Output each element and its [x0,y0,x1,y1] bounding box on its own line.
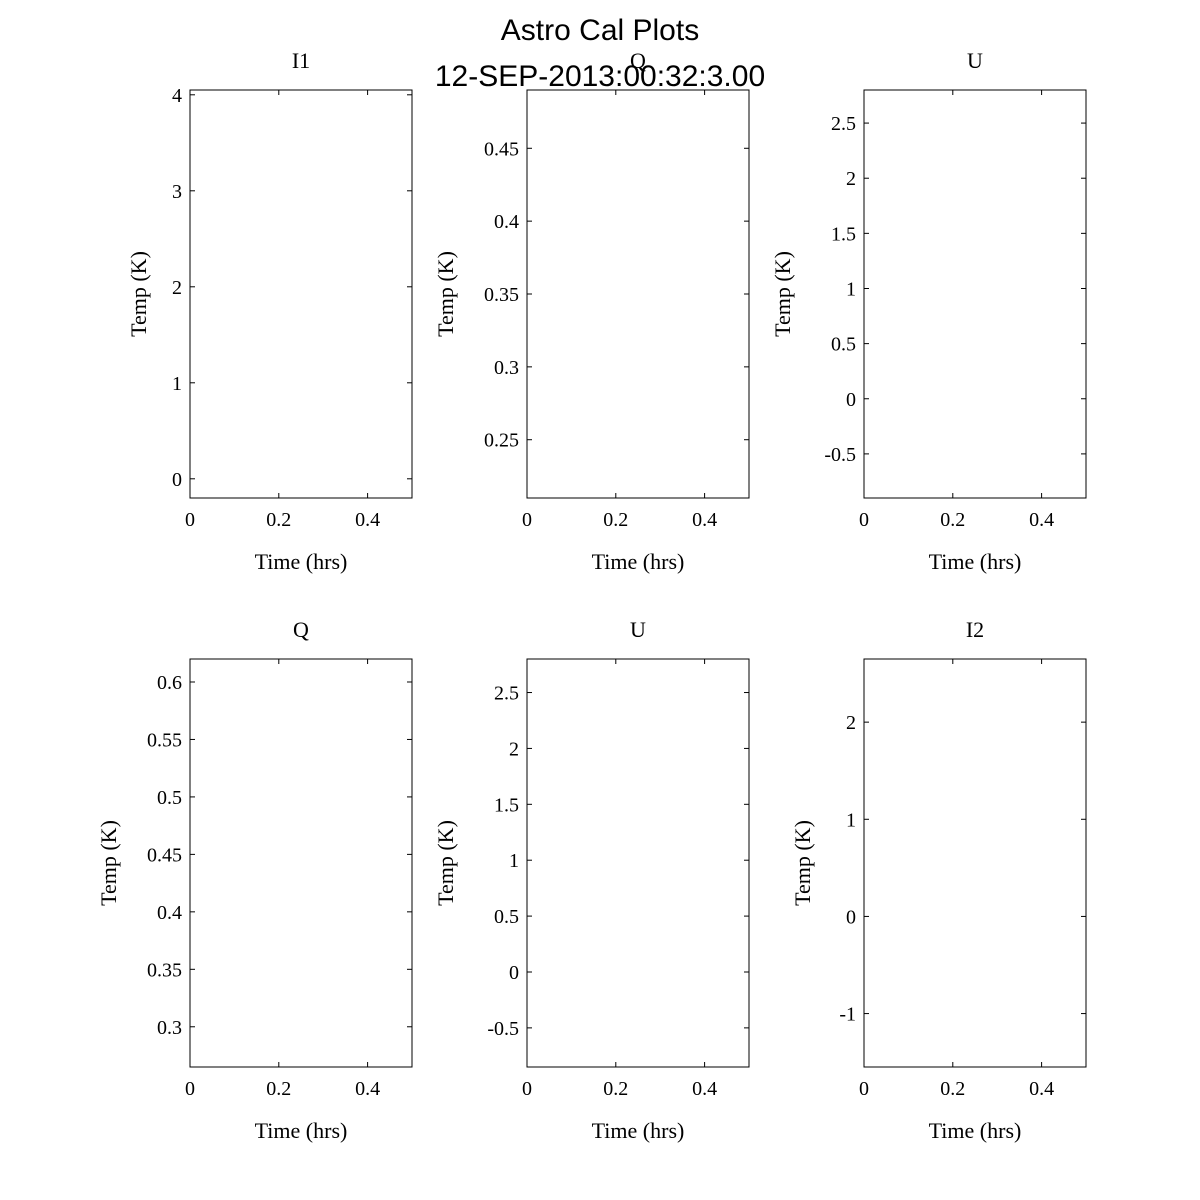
y-tick-label: 0.4 [494,211,519,233]
y-axis-label: Temp (K) [790,820,815,906]
x-tick-label: 0.4 [355,1078,380,1100]
y-tick-label: 2 [509,738,519,760]
y-tick-label: 0.25 [484,430,519,452]
y-tick-label: 0.35 [484,284,519,306]
subplot-title: Q [630,48,646,73]
y-axis-label: Temp (K) [96,820,121,906]
y-tick-label: 2.5 [494,683,519,705]
y-axis-label: Temp (K) [126,251,151,337]
axes-frame [189,658,413,1068]
y-tick-label: 0.55 [147,729,182,751]
x-tick-label: 0.2 [603,509,628,531]
y-axis-label: Temp (K) [433,251,458,337]
y-tick-label: 0.45 [484,138,519,160]
y-tick-label: 2 [172,277,182,299]
x-tick-label: 0 [185,1078,195,1100]
y-tick-label: 1.5 [831,223,856,245]
y-tick-label: -0.5 [824,444,856,466]
x-tick-label: 0.2 [266,1078,291,1100]
subplot-title: U [630,617,646,642]
x-tick-label: 0.4 [692,509,717,531]
axes-frame [526,658,750,1068]
x-tick-label: 0.2 [940,509,965,531]
x-axis-label: Time (hrs) [929,1118,1022,1143]
y-tick-label: 0.3 [494,357,519,379]
y-tick-label: 0 [846,389,856,411]
y-axis-label: Temp (K) [770,251,795,337]
y-tick-label: 1 [509,850,519,872]
x-axis-label: Time (hrs) [255,549,348,574]
y-tick-label: 3 [172,181,182,203]
x-tick-label: 0 [522,509,532,531]
x-tick-label: 0.4 [355,509,380,531]
y-tick-label: 1 [846,809,856,831]
axes-frame [189,89,413,499]
y-tick-label: 0.45 [147,844,182,866]
x-tick-label: 0.4 [1029,1078,1054,1100]
axes-frame [526,89,750,499]
x-tick-label: 0.4 [1029,509,1054,531]
y-tick-label: -1 [839,1004,856,1026]
y-axis-label: Temp (K) [433,820,458,906]
y-tick-label: 0.5 [494,906,519,928]
y-tick-label: 1.5 [494,794,519,816]
x-tick-label: 0 [859,509,869,531]
y-tick-label: 2.5 [831,113,856,135]
x-tick-label: 0 [859,1078,869,1100]
subplot-4: 0 0.2 0.4 0.3 0.35 0.4 0.45 0.5 0.55 0.6 Q Time (hr… [96,617,413,1143]
x-tick-label: 0.2 [266,509,291,531]
x-tick-label: 0.4 [692,1078,717,1100]
x-axis-label: Time (hrs) [592,1118,685,1143]
y-tick-label: 0.5 [831,334,856,356]
y-tick-label: 0 [509,962,519,984]
y-tick-label: 1 [846,278,856,300]
y-tick-label: 1 [172,373,182,395]
axes-frame [863,658,1087,1068]
subplot-title: I2 [966,617,984,642]
y-tick-label: 0.4 [157,902,182,924]
subplot-3: 0 0.2 0.4 -0.5 0 0.5 1 1.5 2 2.5 U Time (hrs) Temp (… [770,48,1087,574]
subplot-6: 0 0.2 0.4 -1 0 1 2 I2 Time (hrs) Temp (K) [790,617,1087,1143]
y-tick-label: 2 [846,712,856,734]
y-tick-label: 0.5 [157,787,182,809]
x-tick-label: 0.2 [603,1078,628,1100]
subplot-title: I1 [292,48,310,73]
y-tick-label: 4 [172,85,182,107]
x-tick-label: 0 [522,1078,532,1100]
subplot-1: 0 0.2 0.4 0 1 2 3 4 I1 Time (hrs) Temp (K) [126,48,413,574]
subplot-title: Q [293,617,309,642]
figure-title: Astro Cal Plots [501,14,699,47]
subplot-2: 0 0.2 0.4 0.25 0.3 0.35 0.4 0.45 Q Time (hrs) Temp… [433,48,750,574]
y-tick-label: -0.5 [487,1018,519,1040]
y-tick-label: 0 [846,906,856,928]
x-axis-label: Time (hrs) [255,1118,348,1143]
y-tick-label: 2 [846,168,856,190]
x-axis-label: Time (hrs) [592,549,685,574]
figure-subtitle: 12-SEP-2013:00:32:3.00 [435,60,765,93]
x-tick-label: 0.2 [940,1078,965,1100]
x-axis-label: Time (hrs) [929,549,1022,574]
y-tick-label: 0 [172,469,182,491]
y-tick-label: 0.3 [157,1017,182,1039]
y-tick-label: 0.6 [157,672,182,694]
subplot-5: 0 0.2 0.4 -0.5 0 0.5 1 1.5 2 2.5 U Time (hrs) Temp (… [433,617,750,1143]
subplot-title: U [967,48,983,73]
axes-frame [863,89,1087,499]
y-tick-label: 0.35 [147,959,182,981]
x-tick-label: 0 [185,509,195,531]
